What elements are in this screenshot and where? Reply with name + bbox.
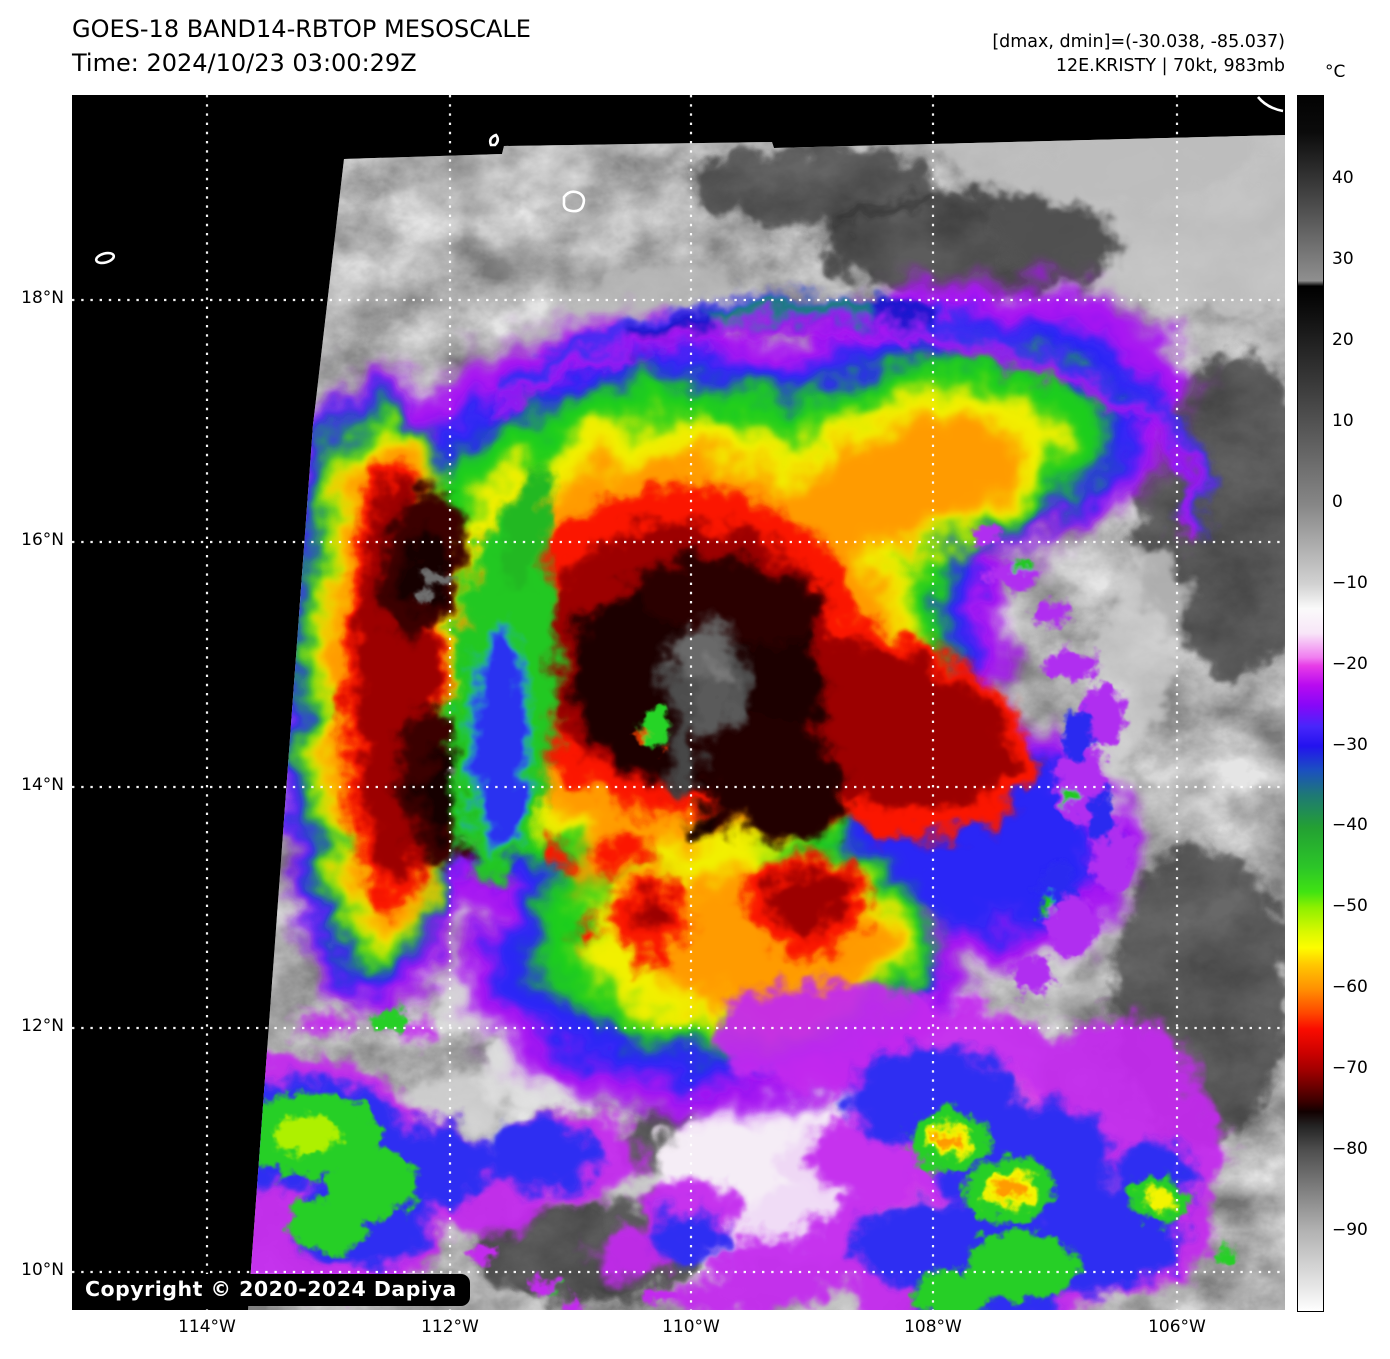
island-contour bbox=[488, 133, 500, 147]
colorbar-unit-label: °C bbox=[1325, 62, 1346, 82]
annotation-block: [dmax, dmin]=(-30.038, -85.037) 12E.KRIS… bbox=[992, 30, 1285, 78]
colorbar-tick-label: 40 bbox=[1332, 168, 1354, 188]
scan-region bbox=[248, 135, 1285, 1310]
colorbar-tick-label: −80 bbox=[1332, 1139, 1368, 1159]
colorbar-tick-label: −20 bbox=[1332, 654, 1368, 674]
lon-axis-label-108w: 108°W bbox=[904, 1317, 962, 1337]
inner-specks bbox=[636, 709, 669, 756]
lat-axis-label-18n: 18°N bbox=[21, 288, 64, 308]
lat-axis-label-14n: 14°N bbox=[21, 775, 64, 795]
island-contours bbox=[94, 96, 1284, 265]
colorbar-tick-label: −70 bbox=[1332, 1058, 1368, 1078]
hurricane-kristy bbox=[274, 279, 1211, 1115]
colorbar-tick-label: −50 bbox=[1332, 896, 1368, 916]
satellite-image bbox=[72, 95, 1285, 1310]
colorbar-tick-label: −40 bbox=[1332, 815, 1368, 835]
east-fringe-fragments bbox=[971, 525, 1134, 995]
island-contour bbox=[94, 251, 116, 265]
lon-axis-label-106w: 106°W bbox=[1148, 1317, 1206, 1337]
island-contour bbox=[562, 190, 586, 213]
title-block: GOES-18 BAND14-RBTOP MESOSCALE Time: 202… bbox=[72, 12, 531, 80]
lon-axis-label-110w: 110°W bbox=[662, 1317, 720, 1337]
copyright-badge: Copyright © 2020-2024 Dapiya bbox=[72, 1274, 470, 1306]
southwest-convection-cluster bbox=[248, 1010, 678, 1310]
page-title: GOES-18 BAND14-RBTOP MESOSCALE bbox=[72, 15, 531, 43]
hurricane-eye bbox=[665, 622, 745, 797]
storm-annotation: 12E.KRISTY | 70kt, 983mb bbox=[1055, 56, 1285, 76]
colorbar-tick-label: 30 bbox=[1332, 249, 1354, 269]
colorbar-tick-label: −10 bbox=[1332, 573, 1368, 593]
dmax-dmin-annotation: [dmax, dmin]=(-30.038, -85.037) bbox=[992, 32, 1285, 52]
colorbar-tick-label: −30 bbox=[1332, 735, 1368, 755]
lat-axis-label-16n: 16°N bbox=[21, 530, 64, 550]
lat-axis-label-12n: 12°N bbox=[21, 1016, 64, 1036]
lon-axis-label-112w: 112°W bbox=[421, 1317, 479, 1337]
grid-lines bbox=[72, 95, 1285, 1310]
plot-area bbox=[72, 95, 1285, 1310]
colorbar-tick-label: −60 bbox=[1332, 977, 1368, 997]
outer-spiral-band bbox=[488, 297, 1211, 543]
coastline-contour bbox=[1256, 96, 1284, 113]
colorbar-tick-label: 20 bbox=[1332, 330, 1354, 350]
colorbar-tick-label: −90 bbox=[1332, 1220, 1368, 1240]
lat-axis-label-10n: 10°N bbox=[21, 1260, 64, 1280]
lon-axis-label-114w: 114°W bbox=[178, 1317, 236, 1337]
southern-convection-field bbox=[592, 980, 1237, 1310]
colorbar bbox=[1297, 95, 1324, 1312]
colorbar-tick-label: 10 bbox=[1332, 411, 1354, 431]
timestamp: Time: 2024/10/23 03:00:29Z bbox=[72, 49, 417, 77]
colorbar-tick-label: 0 bbox=[1332, 492, 1343, 512]
